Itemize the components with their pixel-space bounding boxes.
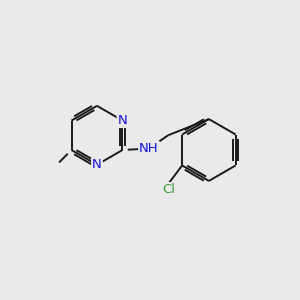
Text: Cl: Cl bbox=[162, 183, 176, 196]
Text: N: N bbox=[92, 158, 102, 171]
Text: N: N bbox=[118, 114, 128, 127]
Text: NH: NH bbox=[139, 142, 159, 155]
